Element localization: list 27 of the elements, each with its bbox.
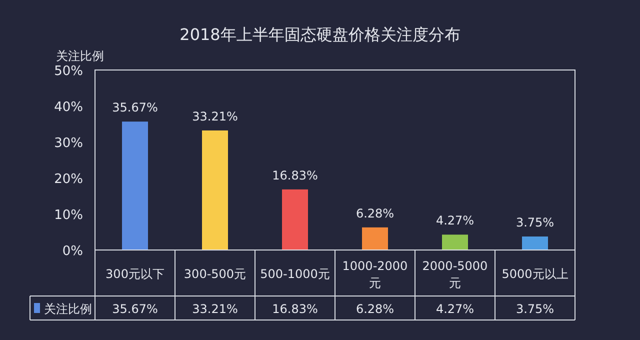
data-label: 3.75% [516, 302, 554, 316]
y-tick-label: 50% [54, 64, 83, 79]
y-tick-label: 40% [54, 100, 83, 115]
data-label: 16.83% [272, 302, 318, 316]
x-tick-label: 300元以下 [106, 267, 164, 281]
y-tick-label: 30% [54, 136, 83, 151]
text: 35.67% [112, 100, 158, 115]
text: 3.75% [516, 216, 554, 230]
text: 16.83% [272, 168, 318, 182]
data-label: 35.67% [112, 302, 158, 316]
x-tick-label: 500-1000元 [260, 267, 330, 281]
x-tick-label: 5000元以上 [502, 267, 568, 281]
title: 2018年上半年固态硬盘价格关注度分布 [180, 25, 460, 44]
data-label: 4.27% [436, 302, 474, 316]
y-tick-label: 0% [62, 244, 83, 259]
x-tick-label: 300-500元 [184, 267, 246, 281]
data-label: 6.28% [356, 302, 394, 316]
text: 4.27% [436, 214, 474, 228]
y-tick-label: 20% [54, 172, 83, 187]
text: 33.21% [192, 109, 238, 124]
data-label: 33.21% [192, 302, 238, 316]
x-tick-label: 1000-2000元 [342, 259, 408, 290]
legend: 关注比例 [44, 302, 92, 316]
text: 6.28% [356, 206, 394, 220]
y-tick-label: 10% [54, 208, 83, 223]
x-tick-label: 2000-5000元 [422, 259, 488, 290]
ylabel: 关注比例 [56, 49, 104, 63]
